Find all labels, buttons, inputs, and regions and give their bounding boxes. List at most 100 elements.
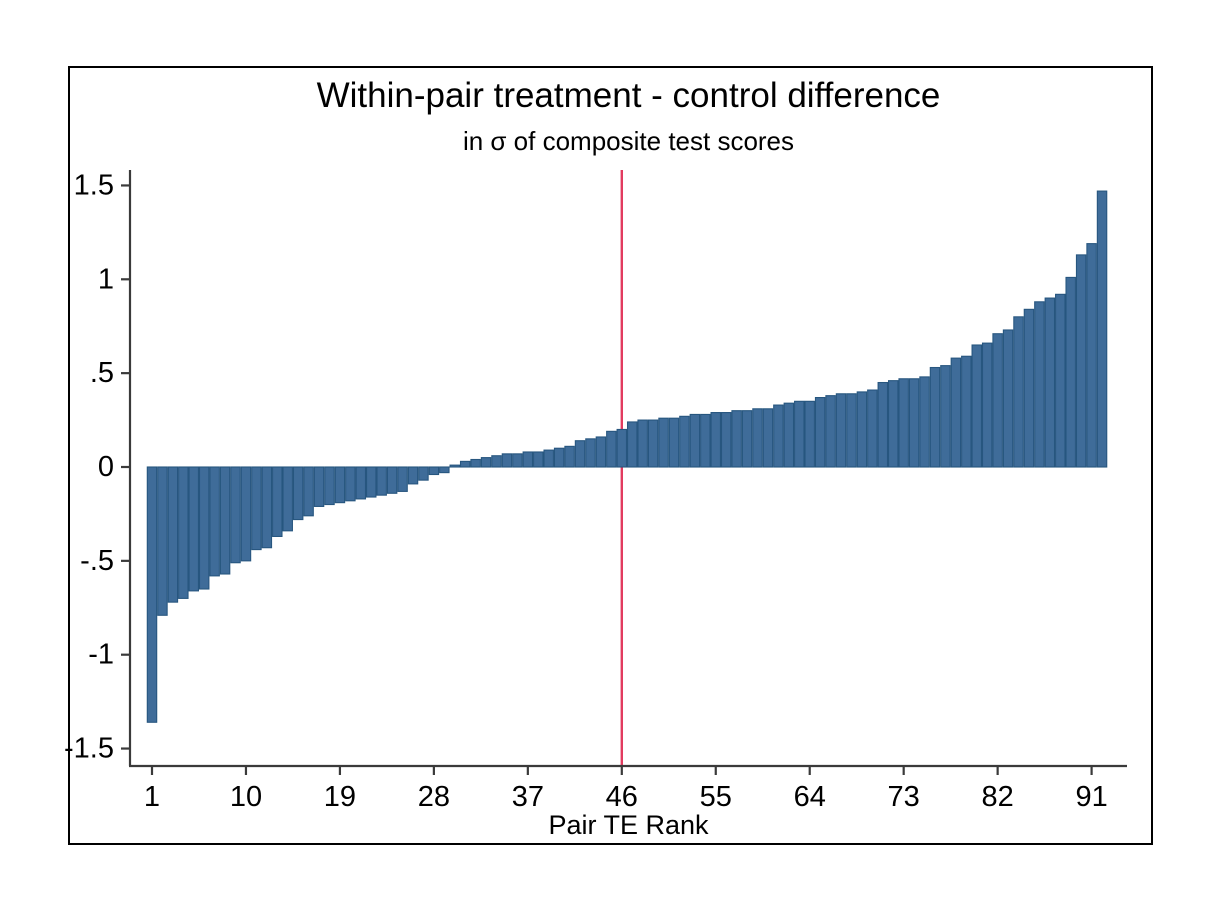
bar-rank-85 <box>1023 308 1035 468</box>
bar-rank-32 <box>470 458 481 468</box>
bar-rank-20 <box>345 466 356 502</box>
bar-rank-40 <box>553 447 565 468</box>
chart-subtitle: in σ of composite test scores <box>462 126 795 156</box>
bar-rank-22 <box>365 466 377 498</box>
bar-rank-44 <box>595 436 607 468</box>
bar-rank-31 <box>459 460 471 468</box>
bar-rank-8 <box>219 466 231 575</box>
bar-rank-72 <box>887 380 899 468</box>
bar-rank-88 <box>1055 293 1066 468</box>
bar-rank-24 <box>386 466 398 494</box>
bar-rank-33 <box>480 457 492 468</box>
bar-rank-58 <box>741 410 753 468</box>
bar-rank-42 <box>574 440 586 468</box>
bar-rank-51 <box>668 417 680 468</box>
bar-rank-4 <box>178 466 189 599</box>
bar-rank-10 <box>240 466 252 562</box>
bar-rank-75 <box>919 376 930 468</box>
bar-rank-66 <box>825 395 836 468</box>
bar-rank-39 <box>543 449 554 468</box>
x-tick-label: 55 <box>700 781 732 813</box>
bar-rank-53 <box>689 413 701 468</box>
x-tick-label: 82 <box>982 781 1014 813</box>
bar-rank-90 <box>1075 254 1087 468</box>
bar-rank-15 <box>292 466 304 521</box>
y-tick-label: 1 <box>98 263 114 295</box>
bar-rank-71 <box>877 381 889 468</box>
bar-rank-2 <box>157 466 168 616</box>
y-tick-label: 1.5 <box>74 169 114 201</box>
x-tick-label: 64 <box>794 781 826 813</box>
bar-rank-1 <box>146 466 158 723</box>
y-tick-label: 0 <box>98 451 114 483</box>
bar-rank-48 <box>637 419 648 468</box>
x-tick-label: 28 <box>418 781 450 813</box>
bar-rank-18 <box>324 466 335 506</box>
bar-rank-6 <box>198 466 210 590</box>
bar-rank-73 <box>898 378 909 468</box>
bar-rank-65 <box>814 396 826 468</box>
bar-rank-63 <box>794 400 805 468</box>
bar-rank-43 <box>585 438 596 468</box>
bar-rank-5 <box>188 466 200 592</box>
x-tick-label: 73 <box>888 781 920 813</box>
bar-rank-9 <box>230 466 241 564</box>
bar-rank-56 <box>720 412 732 468</box>
bar-rank-74 <box>908 378 920 468</box>
bar-rank-54 <box>700 413 711 468</box>
bar-rank-67 <box>835 393 847 468</box>
y-tick-label: .5 <box>90 357 114 389</box>
bar-rank-79 <box>961 355 972 468</box>
bar-rank-29 <box>439 466 450 474</box>
bar-rank-84 <box>1013 316 1024 468</box>
bar-rank-61 <box>773 404 784 468</box>
bar-rank-30 <box>449 464 461 468</box>
bar-rank-92 <box>1096 190 1108 468</box>
bar-rank-59 <box>752 408 763 468</box>
bar-rank-16 <box>303 466 314 517</box>
bar-rank-37 <box>522 451 534 468</box>
bar-rank-82 <box>992 333 1003 468</box>
bar-rank-45 <box>606 430 617 468</box>
bar-rank-87 <box>1044 297 1056 468</box>
bar-rank-91 <box>1086 243 1097 468</box>
x-tick-label: 10 <box>230 781 262 813</box>
bar-rank-23 <box>376 466 387 496</box>
bar-rank-78 <box>950 357 962 468</box>
x-tick-label: 91 <box>1075 781 1107 813</box>
bar-rank-46 <box>616 428 628 468</box>
bar-rank-81 <box>981 342 993 468</box>
bar-rank-69 <box>856 391 868 468</box>
bar-rank-7 <box>209 466 220 577</box>
chart-title: Within-pair treatment - control differen… <box>316 76 941 115</box>
y-tick-label: -1 <box>88 639 114 671</box>
bar-rank-47 <box>626 421 638 468</box>
bar-rank-41 <box>564 445 575 468</box>
bar-rank-64 <box>804 400 815 468</box>
bar-rank-3 <box>167 466 179 603</box>
bar-rank-62 <box>783 402 795 468</box>
bar-rank-60 <box>762 408 774 468</box>
x-tick-label: 37 <box>512 781 544 813</box>
bar-rank-11 <box>251 466 262 551</box>
bar-rank-36 <box>512 453 523 468</box>
bar-rank-70 <box>867 389 878 468</box>
bar-rank-34 <box>491 455 502 468</box>
bar-rank-12 <box>261 466 273 549</box>
bar-rank-86 <box>1034 301 1045 468</box>
bar-rank-68 <box>846 393 857 468</box>
bar-rank-89 <box>1065 276 1076 468</box>
bar-rank-26 <box>407 466 419 485</box>
bar-rank-52 <box>679 415 690 468</box>
bar-rank-13 <box>272 466 283 537</box>
bar-rank-21 <box>355 466 367 500</box>
bar-rank-57 <box>731 410 742 468</box>
bar-rank-19 <box>334 466 346 504</box>
y-tick-label: -1.5 <box>64 733 114 765</box>
bar-rank-35 <box>501 453 513 468</box>
x-tick-label: 19 <box>324 781 356 813</box>
bar-rank-55 <box>710 412 722 468</box>
bar-rank-25 <box>397 466 408 492</box>
